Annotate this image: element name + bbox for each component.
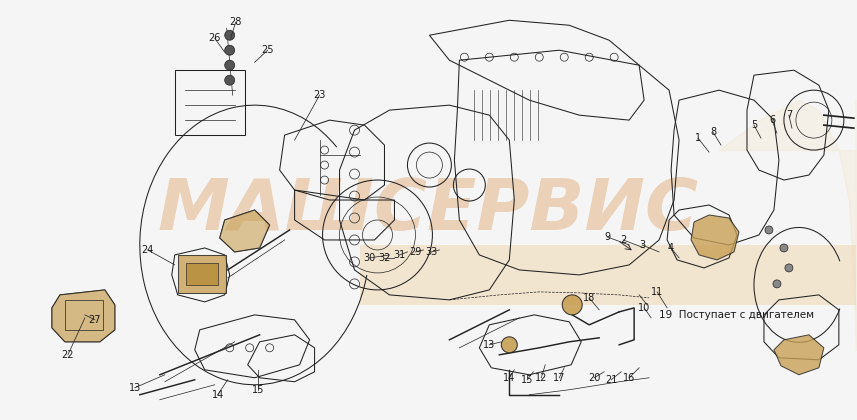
Text: 13: 13 <box>483 340 495 350</box>
Text: 20: 20 <box>588 373 601 383</box>
Text: 5: 5 <box>751 120 757 130</box>
Text: 11: 11 <box>651 287 663 297</box>
Polygon shape <box>691 215 739 260</box>
Circle shape <box>562 295 582 315</box>
Circle shape <box>765 226 773 234</box>
Text: 1: 1 <box>695 133 701 143</box>
Text: 9: 9 <box>604 232 610 242</box>
Text: 24: 24 <box>141 245 154 255</box>
Text: 14: 14 <box>212 390 224 400</box>
Text: 17: 17 <box>553 373 566 383</box>
Text: 7: 7 <box>786 110 792 120</box>
Text: 12: 12 <box>535 373 548 383</box>
Text: 27: 27 <box>88 315 101 325</box>
Circle shape <box>785 264 793 272</box>
Text: 10: 10 <box>638 303 650 313</box>
Circle shape <box>225 75 235 85</box>
Polygon shape <box>219 210 270 252</box>
Text: 6: 6 <box>769 115 775 125</box>
Text: 4: 4 <box>668 243 674 253</box>
Circle shape <box>773 280 781 288</box>
Circle shape <box>225 30 235 40</box>
Text: 16: 16 <box>623 373 635 383</box>
Text: МАШСЕРВИС: МАШСЕРВИС <box>158 176 698 244</box>
Text: 18: 18 <box>583 293 596 303</box>
Circle shape <box>501 337 518 353</box>
Circle shape <box>225 45 235 55</box>
Text: 3: 3 <box>639 240 645 250</box>
Text: 28: 28 <box>230 17 242 27</box>
Text: 23: 23 <box>314 90 326 100</box>
Text: 15: 15 <box>521 375 533 385</box>
Text: 29: 29 <box>410 247 422 257</box>
Circle shape <box>225 60 235 70</box>
Bar <box>359 245 856 305</box>
Polygon shape <box>774 335 824 375</box>
Text: 13: 13 <box>129 383 141 393</box>
Text: 31: 31 <box>393 250 405 260</box>
Text: 21: 21 <box>605 375 617 385</box>
Text: 2: 2 <box>620 235 626 245</box>
Text: 19  Поступает с двигателем: 19 Поступает с двигателем <box>659 310 814 320</box>
Text: 26: 26 <box>208 33 221 43</box>
Text: 30: 30 <box>363 253 375 263</box>
Text: 15: 15 <box>251 385 264 395</box>
FancyBboxPatch shape <box>177 255 225 293</box>
Polygon shape <box>52 290 115 342</box>
Text: 33: 33 <box>425 247 438 257</box>
Text: 32: 32 <box>378 253 391 263</box>
Text: 8: 8 <box>710 127 716 137</box>
FancyBboxPatch shape <box>186 263 218 285</box>
Text: 22: 22 <box>62 350 75 360</box>
Text: 14: 14 <box>503 373 515 383</box>
Circle shape <box>780 244 788 252</box>
Text: 25: 25 <box>261 45 274 55</box>
